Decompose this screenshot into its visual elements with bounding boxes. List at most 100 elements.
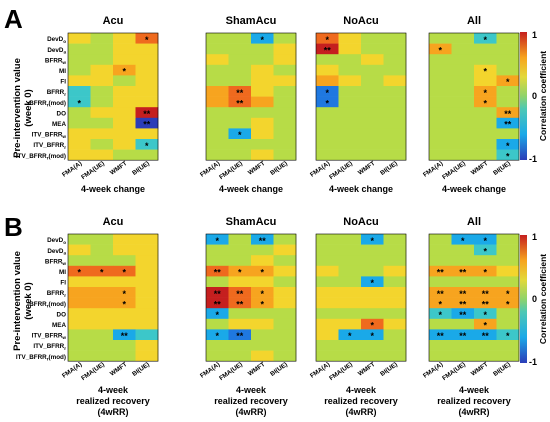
heatmap-cell bbox=[361, 128, 384, 140]
heatmap-cell bbox=[273, 329, 297, 341]
heatmap-cell bbox=[451, 128, 475, 140]
column-label: WMFT bbox=[470, 160, 490, 177]
heatmap-cell bbox=[338, 117, 362, 129]
heatmap-cell bbox=[90, 128, 114, 140]
heatmap-group-all: All************FMA(A)FMA(UE) WMFT BI(UE)4-… bbox=[422, 15, 520, 194]
heatmap-cell bbox=[206, 297, 229, 309]
heatmap-cell bbox=[316, 86, 339, 97]
heatmap-cell bbox=[135, 86, 159, 97]
x-axis-label-line1: 4-week bbox=[236, 385, 267, 395]
heatmap-cell bbox=[113, 43, 136, 55]
heatmap-cell bbox=[496, 255, 520, 267]
significance-marker: * bbox=[483, 236, 487, 246]
row-label: DO bbox=[57, 110, 67, 117]
heatmap-cell bbox=[113, 276, 136, 288]
x-axis-label-line2: realized recovery bbox=[324, 396, 398, 406]
heatmap-group-shamacu: ShamAcu******FMA(A)FMA(UE) WMFT BI(UE)4-we… bbox=[199, 15, 297, 194]
heatmap-cell bbox=[228, 149, 252, 161]
column-label: FMA(UE) bbox=[218, 160, 244, 181]
heatmap-cell bbox=[228, 265, 252, 277]
heatmap-cell bbox=[135, 139, 159, 150]
heatmap-cell bbox=[474, 64, 497, 76]
significance-marker: * bbox=[348, 331, 352, 341]
heatmap-cell bbox=[228, 297, 252, 309]
heatmap-cell bbox=[135, 149, 159, 161]
heatmap-cell bbox=[383, 244, 407, 256]
row-label: FI bbox=[60, 79, 66, 86]
row-label: MEA bbox=[52, 322, 66, 329]
heatmap-cell bbox=[451, 287, 475, 298]
heatmap-cell bbox=[251, 128, 274, 140]
heatmap-cell bbox=[90, 340, 114, 351]
heatmap-cell bbox=[206, 64, 229, 76]
heatmap-cell bbox=[429, 329, 452, 341]
heatmap-cell bbox=[68, 308, 91, 320]
heatmap-cell bbox=[383, 54, 407, 66]
heatmap-cell bbox=[68, 43, 91, 55]
x-axis-label-line3: (4wRR) bbox=[98, 407, 129, 417]
significance-marker: * bbox=[506, 299, 510, 309]
heatmap-cell bbox=[90, 234, 114, 245]
heatmap-cell bbox=[338, 318, 362, 330]
panel-a-ylabel-line1: Pre-intervention value bbox=[12, 58, 23, 158]
heatmap-cell bbox=[206, 128, 229, 140]
row-label: ITV_BFRRw bbox=[32, 132, 67, 140]
significance-marker: ** bbox=[504, 120, 512, 130]
heatmap-cell bbox=[135, 329, 159, 341]
heatmap-cell bbox=[251, 340, 274, 351]
heatmap-cell bbox=[135, 276, 159, 288]
heatmap-cell bbox=[228, 128, 252, 140]
heatmap-cell bbox=[273, 276, 297, 288]
significance-marker: * bbox=[483, 88, 487, 98]
significance-marker: * bbox=[506, 151, 510, 161]
significance-marker: * bbox=[370, 236, 374, 246]
significance-marker: * bbox=[483, 321, 487, 331]
group-title: ShamAcu bbox=[226, 15, 277, 27]
heatmap-cell bbox=[251, 33, 274, 44]
heatmap-cell bbox=[135, 64, 159, 76]
colorbar-b-label: Correlation coefficient bbox=[538, 254, 548, 344]
x-axis-label-line2: realized recovery bbox=[76, 396, 150, 406]
heatmap-cell bbox=[90, 276, 114, 288]
heatmap-cell bbox=[206, 43, 229, 55]
column-label: BI(UE) bbox=[269, 160, 289, 177]
heatmap-cell bbox=[361, 340, 384, 351]
heatmap-cell bbox=[361, 255, 384, 267]
heatmap-cell bbox=[206, 255, 229, 267]
heatmap-cell bbox=[68, 96, 91, 108]
significance-marker: * bbox=[483, 268, 487, 278]
colorbar-b: 1 0 -1 Correlation coefficient bbox=[520, 232, 548, 367]
heatmap-cell bbox=[228, 287, 252, 298]
heatmap-cell bbox=[429, 128, 452, 140]
heatmap-cell bbox=[451, 117, 475, 129]
heatmap-cell bbox=[474, 255, 497, 267]
x-axis-label-line3: (4wRR) bbox=[459, 407, 490, 417]
heatmap-cell bbox=[251, 64, 274, 76]
heatmap-cell bbox=[206, 350, 229, 362]
heatmap-cell bbox=[90, 43, 114, 55]
significance-marker: ** bbox=[504, 109, 512, 119]
significance-marker: * bbox=[122, 268, 126, 278]
row-label: DO bbox=[57, 311, 67, 318]
column-label: FMA(UE) bbox=[80, 160, 106, 181]
significance-marker: ** bbox=[214, 268, 222, 278]
heatmap-cell bbox=[251, 308, 274, 320]
heatmap-cell bbox=[383, 96, 407, 108]
heatmap-cell bbox=[206, 329, 229, 341]
heatmap-cell bbox=[496, 96, 520, 108]
heatmap-cell bbox=[451, 64, 475, 76]
significance-marker: * bbox=[260, 289, 264, 299]
significance-marker: * bbox=[77, 98, 81, 108]
heatmap-cell bbox=[135, 96, 159, 108]
row-label: BFRRr(mod) bbox=[29, 301, 66, 309]
heatmap-cell bbox=[383, 276, 407, 288]
heatmap-cell bbox=[361, 287, 384, 298]
row-label: ITV_BFRRr(mod) bbox=[16, 153, 66, 161]
heatmap-cell bbox=[496, 117, 520, 129]
significance-marker: * bbox=[77, 268, 81, 278]
heatmap-cell bbox=[474, 318, 497, 330]
heatmap-cell bbox=[316, 75, 339, 87]
heatmap-cell bbox=[90, 329, 114, 341]
heatmap-cell bbox=[316, 117, 339, 129]
heatmap-cell bbox=[474, 287, 497, 298]
